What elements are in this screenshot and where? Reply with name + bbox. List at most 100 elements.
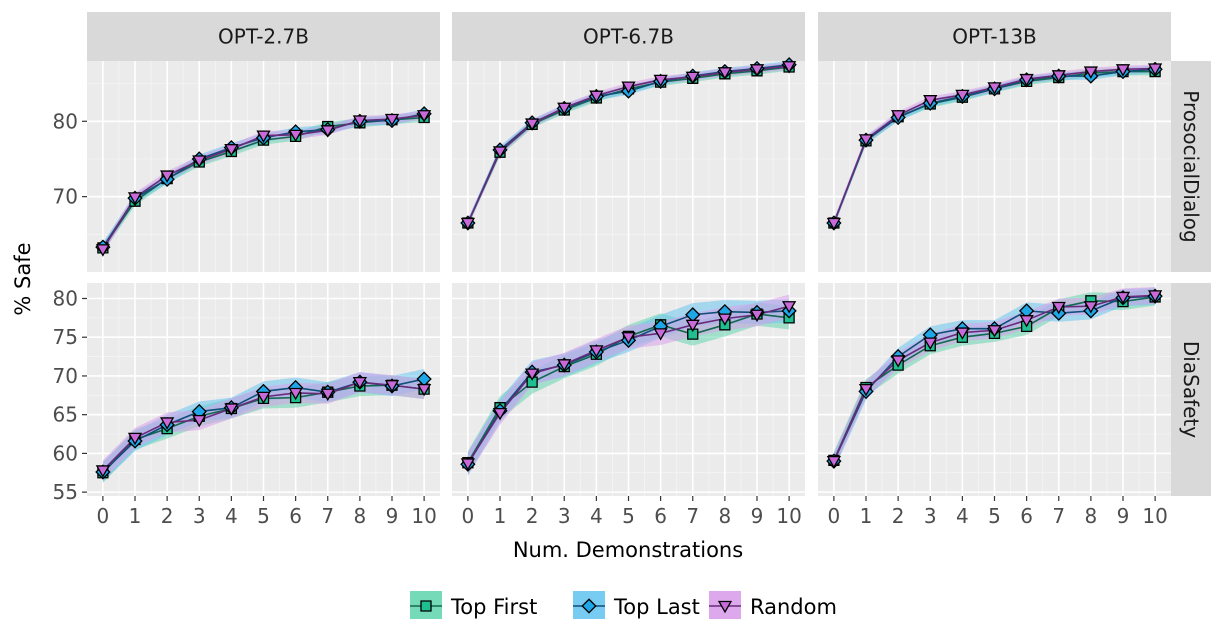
- data-point-2: [288, 387, 303, 401]
- data-point-2: [1147, 290, 1163, 303]
- x-tick-label: 7: [321, 504, 334, 528]
- x-tick-label: 2: [526, 504, 539, 528]
- data-point-2: [525, 368, 540, 381]
- data-point-2: [384, 113, 400, 127]
- data-point-2: [1051, 70, 1066, 83]
- column-strip-label-1: OPT-6.7B: [583, 25, 674, 49]
- data-point-2: [95, 244, 111, 257]
- legend-key-marker: [717, 600, 733, 614]
- data-point-2: [160, 417, 175, 430]
- x-tick-label: 9: [1117, 504, 1130, 528]
- x-tick-label: 1: [494, 504, 507, 528]
- data-point-2: [416, 383, 432, 397]
- legend-item-0: Top First: [410, 591, 537, 619]
- y-axis-title: % Safe: [11, 242, 35, 315]
- legend-label: Random: [750, 595, 837, 619]
- x-tick-label: 4: [956, 504, 969, 528]
- facet-grid: OPT-2.7B OPT-6.7B OPT-13B ProsocialDialog Di…: [53, 12, 1211, 528]
- x-tick-label: 9: [386, 504, 399, 528]
- y-tick-label: 60: [53, 441, 78, 465]
- data-point-2: [717, 313, 732, 326]
- data-point-2: [653, 328, 668, 341]
- data-point-2: [685, 319, 700, 333]
- x-tick-label: 4: [590, 504, 603, 528]
- confidence-band-2: [833, 64, 1156, 227]
- legend-key-marker: [420, 600, 432, 612]
- panel-5: 0 1 2 3 4 5 6 7 8 9 10: [818, 283, 1171, 528]
- column-strip-1: [452, 12, 805, 61]
- x-tick-label: 10: [411, 504, 436, 528]
- panel-3: 55 60 65 70 75 80 0 1 2 3 4 5 6 7 8 9 10: [53, 283, 440, 528]
- data-point-2: [749, 309, 765, 323]
- data-point-2: [749, 64, 765, 77]
- data-point-2: [891, 355, 906, 368]
- data-point-2: [1147, 63, 1163, 76]
- data-point-2: [127, 432, 143, 446]
- data-point-2: [923, 337, 938, 350]
- column-strip-label-0: OPT-2.7B: [218, 25, 309, 49]
- data-point-2: [192, 414, 207, 428]
- data-point-2: [826, 455, 842, 469]
- data-point-2: [256, 130, 271, 143]
- x-tick-label: 5: [622, 504, 635, 528]
- data-point-2: [826, 217, 842, 231]
- y-tick-label: 80: [53, 286, 78, 310]
- data-point-2: [589, 90, 604, 103]
- x-tick-label: 4: [225, 504, 238, 528]
- x-tick-label: 10: [1142, 504, 1167, 528]
- data-point-2: [1051, 301, 1066, 315]
- data-point-2: [224, 144, 239, 157]
- data-point-2: [987, 82, 1002, 95]
- x-tick-label: 8: [719, 504, 732, 528]
- data-point-2: [923, 95, 938, 108]
- x-tick-label: 2: [892, 504, 905, 528]
- x-tick-label: 1: [860, 504, 873, 528]
- data-point-2: [557, 359, 572, 372]
- data-point-2: [891, 110, 906, 123]
- data-point-2: [492, 146, 508, 159]
- data-point-2: [858, 383, 874, 397]
- panel-2: [818, 61, 1171, 272]
- legend-key-marker: [581, 598, 597, 614]
- legend-label: Top First: [450, 595, 537, 619]
- data-point-2: [384, 380, 400, 393]
- data-point-2: [224, 403, 239, 416]
- data-point-2: [717, 67, 732, 80]
- data-point-2: [1115, 64, 1131, 77]
- data-point-2: [685, 71, 700, 85]
- x-tick-label: 2: [161, 504, 174, 528]
- data-point-2: [492, 407, 508, 421]
- data-point-2: [352, 115, 367, 128]
- legend-label: Top Last: [613, 595, 700, 619]
- panel-4: 0 1 2 3 4 5 6 7 8 9 10: [452, 283, 805, 528]
- panel-0: 70 80: [53, 61, 440, 272]
- x-tick-label: 1: [129, 504, 142, 528]
- data-point-2: [1019, 315, 1034, 328]
- y-tick-label: 70: [53, 185, 78, 209]
- data-point-2: [1083, 301, 1098, 314]
- data-point-2: [858, 134, 874, 147]
- data-point-2: [1115, 291, 1131, 305]
- data-point-2: [127, 192, 143, 205]
- legend: Top First Top Last Random: [410, 591, 837, 619]
- data-point-2: [416, 110, 432, 123]
- data-point-2: [955, 327, 970, 340]
- x-tick-label: 3: [558, 504, 571, 528]
- data-point-2: [256, 391, 271, 405]
- data-point-2: [525, 118, 540, 131]
- x-tick-label: 0: [828, 504, 841, 528]
- x-tick-label: 6: [289, 504, 302, 528]
- x-tick-label: 8: [354, 504, 367, 528]
- data-point-2: [1019, 73, 1034, 87]
- y-tick-label: 80: [53, 109, 78, 133]
- data-point-2: [621, 332, 636, 345]
- x-tick-label: 7: [1052, 504, 1065, 528]
- data-point-2: [460, 217, 476, 231]
- legend-item-2: Random: [709, 591, 837, 619]
- y-tick-label: 55: [53, 480, 78, 504]
- data-point-2: [589, 345, 604, 358]
- x-tick-label: 0: [462, 504, 475, 528]
- row-strip-1: [1171, 283, 1211, 496]
- x-tick-label: 6: [654, 504, 667, 528]
- x-tick-label: 5: [988, 504, 1001, 528]
